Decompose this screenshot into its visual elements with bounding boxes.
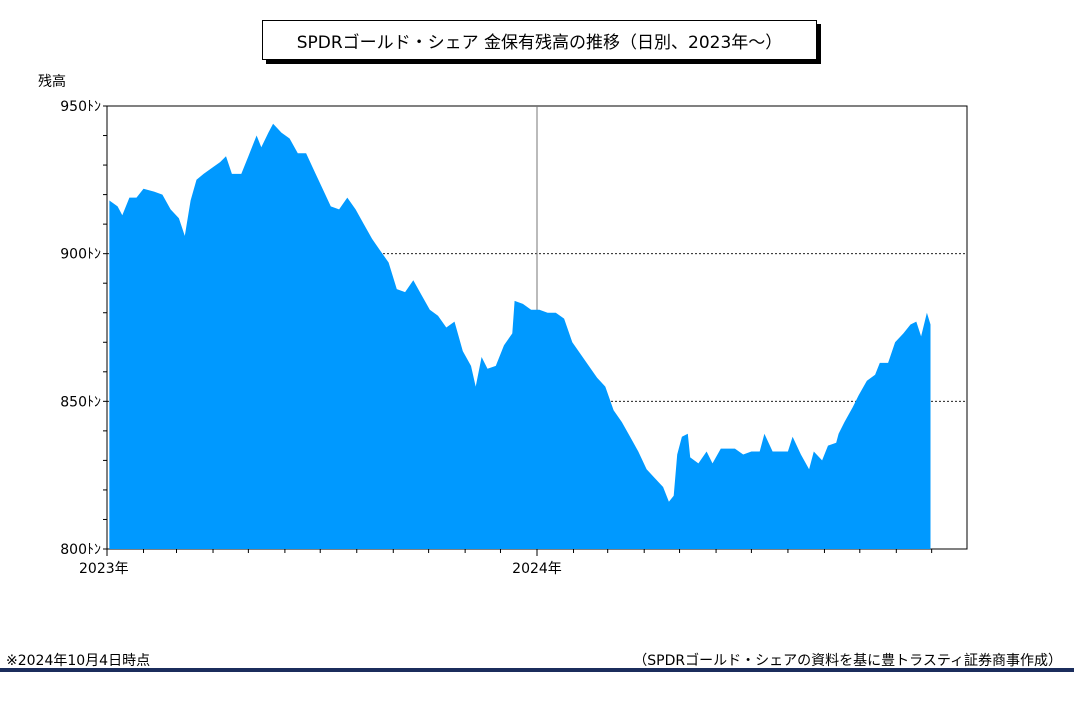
x-tick-label-2023年: 2023年 — [79, 561, 129, 577]
y-tick-label-900: 900ﾄﾝ — [60, 247, 101, 263]
y-tick-label-850: 850ﾄﾝ — [60, 394, 101, 410]
y-axis-title: 残高 — [38, 73, 66, 90]
x-tick-label-2024年: 2024年 — [512, 561, 562, 577]
y-tick-label-950: 950ﾄﾝ — [60, 99, 101, 115]
bottom-rule — [0, 668, 1074, 672]
source-credit: （SPDRゴールド・シェアの資料を基に豊トラスティ証券商事作成） — [633, 653, 1062, 669]
y-tick-label-800: 800ﾄﾝ — [60, 542, 101, 558]
footnote-date: ※2024年10月4日時点 — [6, 653, 151, 669]
chart-title: SPDRゴールド・シェア 金保有残高の推移（日別、2023年～） — [262, 20, 817, 60]
holdings-area — [109, 123, 931, 549]
